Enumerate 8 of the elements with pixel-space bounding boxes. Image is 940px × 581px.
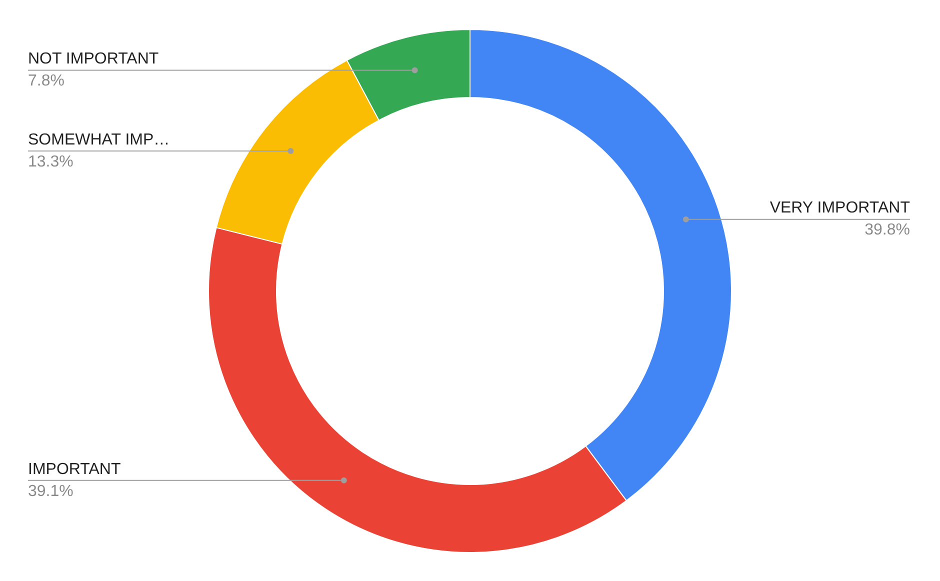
- data-label: 39.8%: [864, 222, 910, 239]
- slice-label: NOT IMPORTANT: [28, 50, 159, 68]
- data-label: 39.1%: [28, 482, 74, 500]
- slice-label: VERY IMPORTANT: [770, 200, 910, 217]
- slice-label: SOMEWHAT IMP…: [28, 131, 170, 148]
- data-label: 13.3%: [28, 153, 74, 170]
- slice-label: IMPORTANT: [28, 460, 121, 478]
- data-label: 7.8%: [28, 72, 64, 90]
